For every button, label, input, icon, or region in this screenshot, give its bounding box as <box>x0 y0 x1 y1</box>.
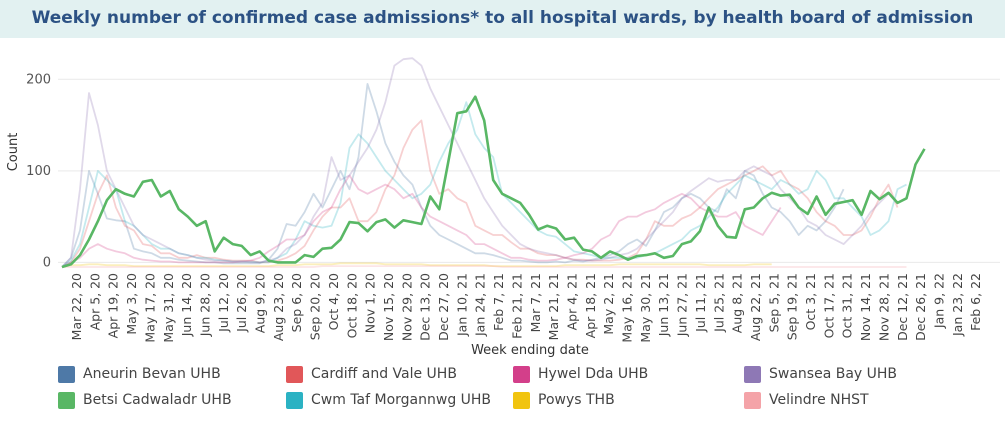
x-tick-label: Jun 14, 20 <box>179 273 194 337</box>
x-tick-label: Sep 5, 21 <box>766 273 781 332</box>
legend-label: Cwm Taf Morgannwg UHB <box>311 392 492 408</box>
x-tick-label: Jan 23, 22 <box>950 273 965 337</box>
x-tick-label: Jun 27, 21 <box>675 273 690 337</box>
x-tick-label: Feb 7, 21 <box>491 273 506 331</box>
x-tick-label: Oct 31, 21 <box>840 273 855 338</box>
legend-item[interactable]: Hywel Dda UHB <box>513 364 648 384</box>
legend-item[interactable]: Cardiff and Vale UHB <box>286 364 457 384</box>
x-tick-label: Apr 19, 20 <box>106 273 121 338</box>
y-tick-label: 100 <box>26 164 51 179</box>
x-tick-label: Sep 20, 20 <box>308 273 323 340</box>
x-tick-label: Jan 24, 21 <box>473 273 488 337</box>
series-line-hywel-dda-uhb <box>61 174 782 268</box>
x-tick-label: Oct 17, 21 <box>821 273 836 338</box>
x-tick-label: Apr 5, 20 <box>87 273 102 330</box>
legend-item[interactable]: Swansea Bay UHB <box>744 364 897 384</box>
x-tick-label: Jun 28, 20 <box>197 273 212 337</box>
x-tick-label: Mar 7, 21 <box>528 273 543 332</box>
x-tick-label: May 30, 21 <box>638 273 653 343</box>
x-tick-label: Sep 6, 20 <box>289 273 304 332</box>
legend-swatch <box>513 365 530 383</box>
legend-item[interactable]: Powys THB <box>513 390 615 410</box>
x-tick-label: Dec 26, 21 <box>913 273 928 341</box>
x-tick-label: Aug 8, 21 <box>730 273 745 333</box>
x-tick-label: Nov 28, 21 <box>876 273 891 341</box>
x-tick-label: Jul 25, 21 <box>711 273 726 333</box>
legend-swatch <box>744 391 761 409</box>
legend-swatch <box>286 391 303 409</box>
x-tick-label: Mar 21, 21 <box>546 273 561 340</box>
legend-label: Velindre NHST <box>769 392 869 408</box>
x-tick-label: Jan 10, 21 <box>454 273 469 337</box>
x-tick-label: Oct 18, 20 <box>344 273 359 338</box>
x-tick-label: Aug 23, 20 <box>271 273 286 341</box>
legend-label: Aneurin Bevan UHB <box>83 366 221 382</box>
legend-label: Swansea Bay UHB <box>769 366 898 382</box>
x-tick-label: May 2, 21 <box>601 273 616 335</box>
x-tick-label: Oct 4, 20 <box>326 273 341 330</box>
x-tick-label: Apr 4, 21 <box>564 273 579 330</box>
chart-legend: Aneurin Bevan UHB Cardiff and Vale UHB Hyw… <box>58 364 998 424</box>
x-tick-label: Mar 22, 20 <box>69 273 84 340</box>
x-tick-label: Dec 13, 20 <box>418 273 433 341</box>
legend-label: Betsi Cadwaladr UHB <box>83 392 232 408</box>
legend-label: Powys THB <box>538 392 615 408</box>
legend-item[interactable]: Betsi Cadwaladr UHB <box>58 390 232 410</box>
x-tick-label: Jul 11, 21 <box>693 273 708 333</box>
series-line-velindre-nhst <box>62 265 907 268</box>
series-line-cardiff-and-vale-uhb <box>61 119 899 268</box>
x-tick-label: Nov 14, 21 <box>858 273 873 341</box>
chart-title: Weekly number of confirmed case admissio… <box>31 8 974 28</box>
series-line-betsi-cadwaladr-uhb <box>61 95 926 269</box>
x-tick-label: Nov 29, 20 <box>399 273 414 341</box>
x-tick-label: Jul 26, 20 <box>234 273 249 333</box>
legend-label: Hywel Dda UHB <box>538 366 649 382</box>
x-tick-label: May 31, 20 <box>161 273 176 343</box>
x-tick-label: May 16, 21 <box>620 273 635 343</box>
title-bar <box>0 0 1005 38</box>
x-tick-label: Aug 9, 20 <box>253 273 268 333</box>
legend-item[interactable]: Aneurin Bevan UHB <box>58 364 221 384</box>
legend-swatch <box>744 365 761 383</box>
x-tick-label: Sep 19, 21 <box>785 273 800 340</box>
x-tick-label: Apr 18, 21 <box>583 273 598 338</box>
x-tick-label: Aug 22, 21 <box>748 273 763 341</box>
x-tick-label: Feb 21, 21 <box>509 273 524 339</box>
series-line-powys-thb <box>61 262 772 268</box>
line-chart: 0 100 200 Count Mar 22, 20 Apr 5, 20 Apr 19, 2… <box>6 57 1000 358</box>
x-tick-label: Jan 9, 22 <box>931 273 946 329</box>
series-line-aneurin-bevan-uhb <box>61 83 845 268</box>
x-axis-label: Week ending date <box>471 343 589 358</box>
series-line-cwm-taf-morgannwg-uhb <box>61 101 907 268</box>
x-tick-label: Oct 3, 21 <box>803 273 818 330</box>
y-tick-label: 0 <box>43 255 51 270</box>
x-tick-label: Jul 12, 20 <box>216 273 231 333</box>
series-line-swansea-bay-uhb <box>61 57 890 268</box>
legend-item[interactable]: Cwm Taf Morgannwg UHB <box>286 390 491 410</box>
legend-label: Cardiff and Vale UHB <box>311 366 457 382</box>
x-tick-label: May 17, 20 <box>142 273 157 343</box>
legend-item[interactable]: Velindre NHST <box>744 390 869 410</box>
x-tick-label: Nov 1, 20 <box>363 273 378 333</box>
legend-swatch <box>286 365 303 383</box>
y-axis-label: Count <box>6 133 21 172</box>
legend-swatch <box>58 391 75 409</box>
y-tick-label: 200 <box>26 72 51 87</box>
x-tick-label: Jun 13, 21 <box>656 273 671 337</box>
legend-swatch <box>58 365 75 383</box>
x-tick-label: Dec 27, 20 <box>436 273 451 341</box>
x-tick-label: Nov 15, 20 <box>381 273 396 341</box>
x-tick-label: May 3, 20 <box>124 273 139 335</box>
legend-swatch <box>513 391 530 409</box>
x-tick-label: Feb 6, 22 <box>968 273 983 331</box>
x-tick-label: Dec 12, 21 <box>895 273 910 341</box>
